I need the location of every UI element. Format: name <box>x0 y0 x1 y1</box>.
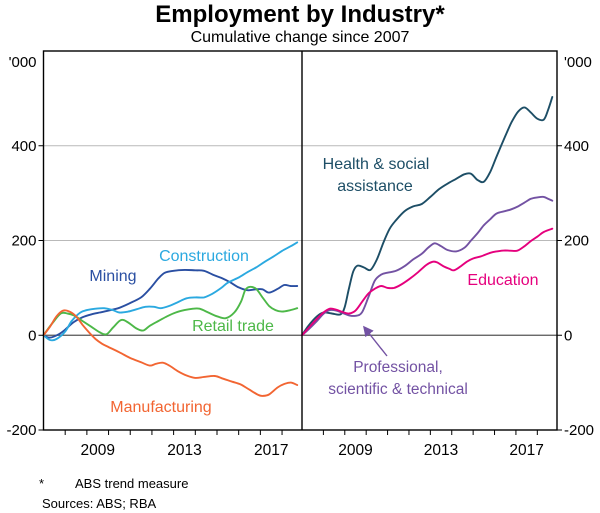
x-label-2013-left: 2013 <box>167 442 201 459</box>
unit-label-left: '000 <box>9 54 37 71</box>
unit-label-right: '000 <box>564 54 592 71</box>
series-line-professional-scientific-technical <box>301 195 554 337</box>
series-label-manufacturing: Manufacturing <box>110 399 211 416</box>
y-label-right-0: 0 <box>564 327 572 344</box>
series-label-retail-trade: Retail trade <box>192 318 274 335</box>
series-line-retail-trade <box>42 285 299 337</box>
y-label-left-200: 200 <box>11 233 36 250</box>
x-label-2017-left: 2017 <box>254 442 288 459</box>
series-label-mining: Mining <box>89 268 136 285</box>
series-line-health-social-assistance <box>301 96 554 337</box>
y-label-right--200: -200 <box>564 422 594 439</box>
y-label-left--200: -200 <box>6 422 36 439</box>
x-label-2009-left: 2009 <box>80 442 114 459</box>
x-label-2017-right: 2017 <box>509 442 543 459</box>
series-label-construction: Construction <box>159 248 249 265</box>
series-label-education: Education <box>467 272 538 289</box>
annotation-line-1: Professional, <box>353 359 443 376</box>
series-line-construction <box>42 241 299 342</box>
y-label-left-400: 400 <box>11 138 36 155</box>
annotation-line-2: scientific & technical <box>328 381 468 398</box>
series-label-assistance: assistance <box>337 178 413 195</box>
series-label-health-social: Health & social <box>323 156 430 173</box>
chart-subtitle: Cumulative change since 2007 <box>190 29 410 46</box>
chart-title: Employment by Industry* <box>155 1 445 28</box>
x-label-2009-right: 2009 <box>338 442 372 459</box>
series-line-manufacturing <box>42 309 299 397</box>
series-line-education <box>301 227 554 337</box>
x-label-2013-right: 2013 <box>424 442 458 459</box>
annotation-arrow <box>363 325 388 357</box>
y-label-right-200: 200 <box>564 233 589 250</box>
y-label-right-400: 400 <box>564 138 589 155</box>
series-line-mining <box>42 268 299 339</box>
y-label-left-0: 0 <box>28 327 36 344</box>
